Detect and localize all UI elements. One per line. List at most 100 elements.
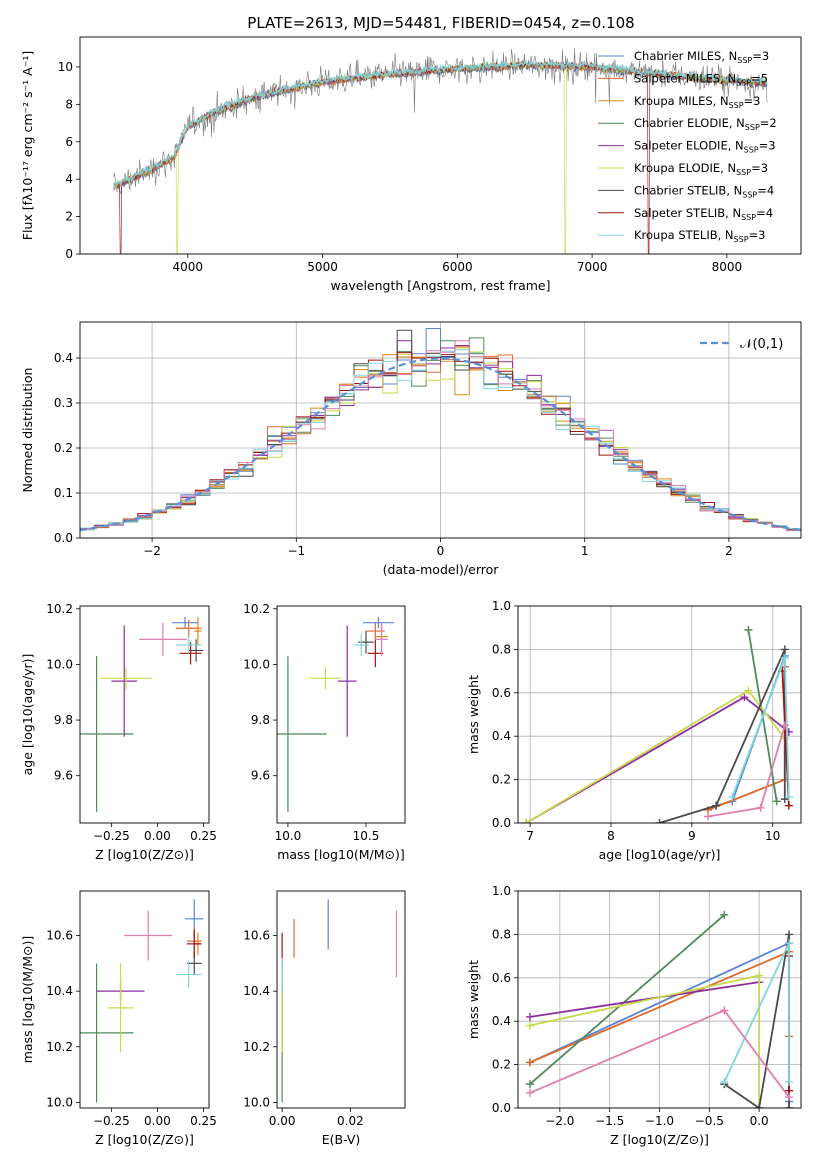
y-axis-label: mass weight <box>466 675 481 754</box>
x-axis-label: age [log10(age/yr)] <box>599 847 721 862</box>
spectrum-legend: Chabrier MILES, NSSP=3 Salpeter MILES, NS… <box>598 49 777 244</box>
y-tick-label: 10.2 <box>46 1040 73 1054</box>
axes-frame <box>517 605 802 824</box>
y-tick-label: 9.8 <box>54 713 73 727</box>
y-tick-label: 10.6 <box>46 929 73 943</box>
legend-label: Kroupa STELIB, NSSP=3 <box>634 228 765 244</box>
x-axis-label: Z [log10(Z/Z⊙)] <box>95 1132 194 1147</box>
kroupa_stelib-weight-marker <box>785 1077 794 1086</box>
normal-curve <box>80 357 801 532</box>
legend-label: 𝒩(0,1) <box>740 337 783 352</box>
legend-subscript: SSP <box>745 123 760 132</box>
y-tick-label: 9.6 <box>251 769 270 783</box>
pink-weight-marker <box>780 721 789 730</box>
kroupa_stelib-weight-line <box>731 657 790 798</box>
residuals-axes: −2 −1 0 1 2 0.0 0.1 0.2 0.3 0.4 (data-model)/error… <box>20 321 802 577</box>
legend-subscript: SSP <box>734 235 749 244</box>
x-tick-label: 0.25 <box>190 1114 217 1128</box>
axes-frame <box>517 890 802 1109</box>
salpeter_elodie-weight-marker <box>740 693 749 702</box>
x-tick-label: −0.5 <box>695 1114 724 1128</box>
y-tick-label: 10.4 <box>243 984 270 998</box>
x-tick-label: 4000 <box>173 260 204 274</box>
legend-subscript: SSP <box>729 101 744 110</box>
y-tick-label: 0.2 <box>492 773 511 787</box>
axes-frame <box>79 36 802 255</box>
legend-subscript: SSP <box>741 213 756 222</box>
kroupa_stelib-weight-line <box>723 942 790 1083</box>
y-tick-label: 10.2 <box>243 1040 270 1054</box>
legend-value: =3 <box>751 161 768 175</box>
x-tick-label: 10.0 <box>275 829 302 843</box>
chabrier_elodie-weight-marker <box>720 910 729 919</box>
axes-frame <box>276 890 406 1109</box>
x-tick-label: 10 <box>765 829 780 843</box>
legend-value: =3 <box>752 49 769 63</box>
chabrier_elodie-weight-line <box>529 914 725 1085</box>
mass_vs_ebv-axes: 0.00 0.02 10.0 10.2 10.4 10.6 E(B-V) <box>243 890 406 1147</box>
kroupa_stelib-weight-marker <box>784 792 793 801</box>
x-tick-label: −0.25 <box>93 829 130 843</box>
y-tick-label: 10.0 <box>243 1095 270 1109</box>
age_vs_Z-axes: −0.25 0.00 0.25 9.6 9.8 10.0 10.2 Z [log10(Z/Z⊙… <box>20 602 217 862</box>
y-tick-label: 6 <box>65 135 73 149</box>
kroupa_elodie-weight-marker <box>525 1021 534 1030</box>
x-tick-label: 0.00 <box>144 829 171 843</box>
legend-subscript: SSP <box>736 168 751 177</box>
x-tick-label: 0.00 <box>144 1114 171 1128</box>
y-axis-label: age [log10(age/yr)] <box>20 654 35 776</box>
age_vs_mass-plot <box>277 617 395 812</box>
axes-frame <box>79 605 210 824</box>
chabrier_elodie-weight-marker <box>744 625 753 634</box>
massweight_vs_age-axes: 7 8 9 10 0.0 0.2 0.4 0.6 0.8 1.0 age [log10(age/yr… <box>466 599 802 862</box>
x-tick-label: −2.0 <box>545 1114 574 1128</box>
chabrier_stelib-weight-marker <box>755 1104 764 1108</box>
kroupa_elodie-weight-marker <box>744 686 753 695</box>
x-tick-label: 1 <box>581 544 589 558</box>
pink-weight-marker <box>756 803 765 812</box>
legend-value: =4 <box>756 206 773 220</box>
legend-label: Salpeter MILES, NSSP=5 <box>634 71 768 87</box>
x-tick-label: 5000 <box>307 260 338 274</box>
y-tick-label: 10.4 <box>46 984 73 998</box>
y-tick-label: 0.0 <box>54 531 73 545</box>
legend-value: =3 <box>749 228 766 242</box>
massweight_vs_age-plot <box>522 625 793 823</box>
axes-frame <box>276 605 406 824</box>
y-tick-label: 10 <box>58 60 73 74</box>
y-tick-label: 0.4 <box>54 351 73 365</box>
salpeter_stelib-weight-marker <box>784 801 793 810</box>
x-tick-label: −0.25 <box>93 1114 130 1128</box>
y-tick-label: 10.6 <box>243 929 270 943</box>
chabrier_stelib-weight-marker <box>780 645 789 654</box>
kroupa_elodie-weight-marker <box>755 971 764 980</box>
legend-label: Kroupa ELODIE, NSSP=3 <box>634 161 768 177</box>
y-tick-label: 4 <box>65 172 73 186</box>
x-axis-label: wavelength [Angstrom, rest frame] <box>330 278 550 293</box>
y-axis-label: Normed distribution <box>20 368 35 493</box>
y-tick-label: 0.6 <box>492 971 511 985</box>
y-tick-label: 0.6 <box>492 686 511 700</box>
salpeter_elodie-weight-line <box>529 981 760 1018</box>
kroupa_elodie-weight-marker <box>522 819 531 823</box>
chabrier_stelib-weight-marker <box>712 801 721 810</box>
figure-title: PLATE=2613, MJD=54481, FIBERID=0454, z=0… <box>247 14 634 32</box>
pink-weight-marker <box>525 1088 534 1097</box>
y-tick-label: 10.0 <box>46 1095 73 1109</box>
y-tick-label: 0 <box>65 247 73 261</box>
chabrier_stelib-weight-marker <box>785 1104 794 1108</box>
x-tick-label: 7 <box>526 829 534 843</box>
y-tick-label: 0.8 <box>492 642 511 656</box>
y-tick-label: 0.2 <box>492 1058 511 1072</box>
y-axis-label: mass [log10(M/M⊙)] <box>20 936 35 1064</box>
chabrier_elodie-weight-marker <box>772 797 781 806</box>
y-tick-label: 0.4 <box>492 1014 511 1028</box>
x-tick-label: 0 <box>437 544 445 558</box>
x-tick-label: −2 <box>143 544 161 558</box>
y-tick-label: 10.2 <box>243 602 270 616</box>
x-tick-label: 0.02 <box>337 1114 364 1128</box>
x-axis-label: (data-model)/error <box>383 562 500 577</box>
x-tick-label: 2 <box>725 544 733 558</box>
chabrier_elodie-weight-marker <box>525 1080 534 1089</box>
x-tick-label: 8000 <box>712 260 743 274</box>
